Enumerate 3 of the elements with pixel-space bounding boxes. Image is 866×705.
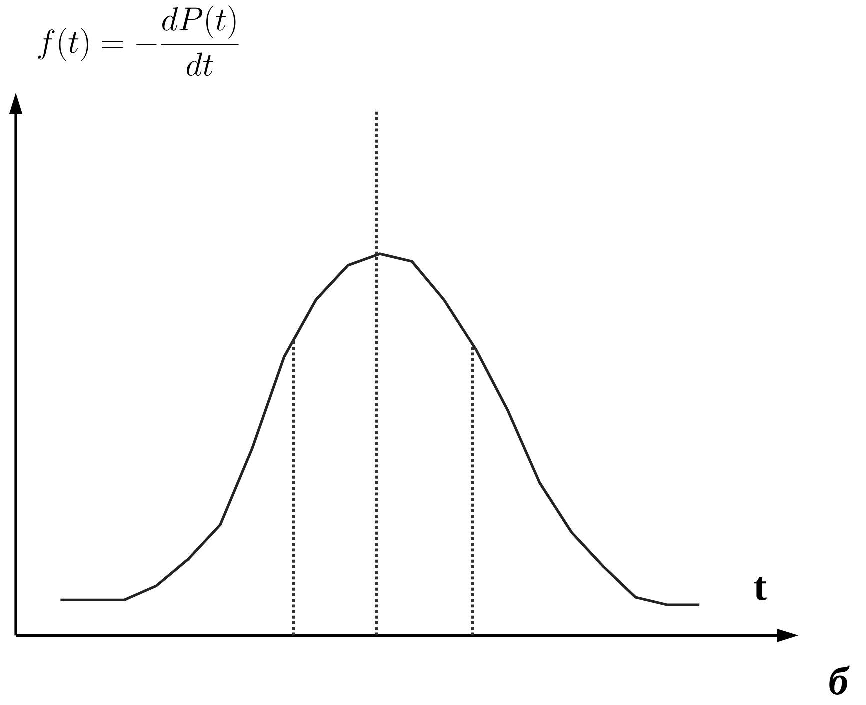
text: б [830, 666, 850, 695]
text: $f(t) = -\frac{dP(t)}{dt}$ [38, 6, 239, 76]
x-axis-title: t [754, 577, 767, 600]
